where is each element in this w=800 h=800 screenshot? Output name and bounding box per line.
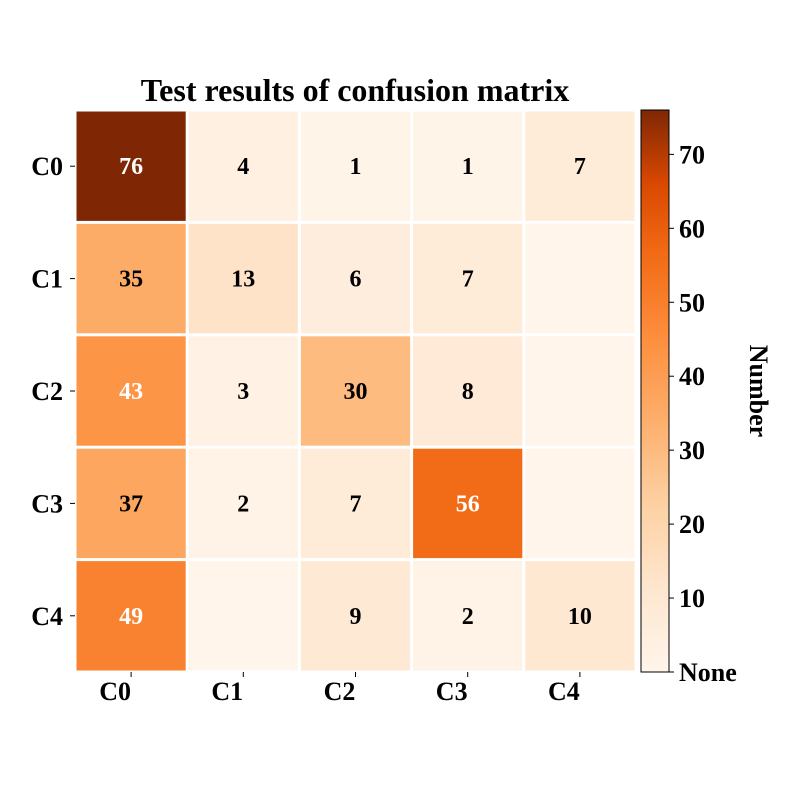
- heatmap-cell: [300, 223, 411, 334]
- column-label: C4: [548, 677, 580, 706]
- heatmap-cell: [413, 448, 523, 559]
- cell-value: 10: [568, 604, 592, 630]
- colorbar-tick-label: 30: [679, 436, 705, 465]
- heatmap-cell: [188, 561, 298, 671]
- cell-value: 30: [344, 379, 368, 405]
- row-label: C3: [31, 489, 63, 518]
- cell-value: 9: [350, 604, 362, 630]
- colorbar-tick-label: 70: [679, 140, 705, 169]
- cell-value: 35: [119, 267, 143, 293]
- colorbar-label: Number: [744, 345, 773, 437]
- cell-value: 6: [350, 267, 362, 293]
- heatmap-cell: [525, 223, 635, 334]
- heatmap-cell: [188, 336, 298, 446]
- cell-value: 4: [237, 154, 249, 180]
- cell-value: 7: [574, 154, 586, 180]
- cell-value: 1: [462, 154, 474, 180]
- heatmap-cell: [300, 561, 411, 671]
- heatmap-cell: [413, 561, 523, 671]
- cell-value: 2: [237, 491, 249, 517]
- column-labels: C0 C1 C2 C3 C4: [99, 672, 581, 706]
- heatmap-cell: [300, 448, 411, 559]
- colorbar-ticks: None 10 20 30 40 50 60 70: [669, 140, 737, 687]
- colorbar-tick-label: 60: [679, 214, 705, 243]
- cell-value: 13: [231, 267, 255, 293]
- colorbar-tick-label: 20: [679, 510, 705, 539]
- heatmap-cell: [76, 111, 186, 221]
- cell-value: 37: [119, 491, 143, 517]
- cell-value: 43: [119, 379, 143, 405]
- cell-value: 56: [456, 491, 480, 517]
- colorbar-tick-label: None: [679, 658, 737, 687]
- cell-value: 3: [237, 379, 249, 405]
- heatmap-cell: [76, 223, 186, 334]
- cell-value: 8: [462, 379, 474, 405]
- heatmap-cell: [525, 448, 635, 559]
- heatmap-cell: [188, 223, 298, 334]
- column-label: C2: [324, 677, 356, 706]
- heatmap-cell: [76, 448, 186, 559]
- row-label: C2: [31, 377, 63, 406]
- heatmap-cell: [413, 223, 523, 334]
- cell-value: 49: [119, 604, 143, 630]
- cell-value: 2: [462, 604, 474, 630]
- heatmap-cell: [76, 561, 186, 671]
- heatmap-cell: [525, 111, 635, 221]
- colorbar-tick-label: 10: [679, 584, 705, 613]
- row-label: C0: [31, 152, 63, 181]
- colorbar: [640, 109, 670, 673]
- chart-title: Test results of confusion matrix: [140, 72, 570, 108]
- column-label: C1: [211, 677, 243, 706]
- heatmap-cell: [76, 336, 186, 446]
- heatmap-cell: [188, 111, 298, 221]
- heatmap-cell: [300, 111, 411, 221]
- row-labels: C0 C1 C2 C3 C4: [31, 152, 75, 631]
- colorbar-tick-label: 40: [679, 362, 705, 391]
- heatmap-cell: [300, 336, 411, 446]
- row-label: C4: [31, 602, 63, 631]
- row-label: C1: [31, 265, 63, 294]
- heatmap-cell: [413, 336, 523, 446]
- column-label: C3: [436, 677, 468, 706]
- colorbar-tick-label: 50: [679, 288, 705, 317]
- heatmap-cell: [413, 111, 523, 221]
- heatmap-cells: 76 4 1 1 7 35 13 6 7 43 3 30 8 37 2 7 56 49 9 2 10: [76, 111, 635, 671]
- cell-value: 7: [462, 267, 474, 293]
- cell-value: 7: [350, 491, 362, 517]
- cell-value: 76: [119, 154, 143, 180]
- cell-value: 1: [350, 154, 362, 180]
- heatmap-cell: [188, 448, 298, 559]
- heatmap-cell: [525, 561, 635, 671]
- heatmap-cell: [525, 336, 635, 446]
- column-label: C0: [99, 677, 131, 706]
